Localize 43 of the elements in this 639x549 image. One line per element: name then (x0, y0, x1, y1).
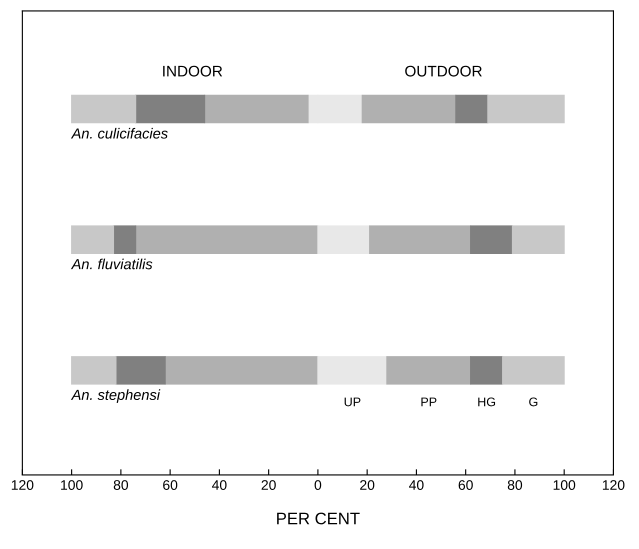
bar (204, 94, 309, 124)
bar (71, 225, 114, 254)
annotation: INDOOR (163, 66, 222, 77)
bar (502, 356, 565, 385)
annotation: OUTDOOR (405, 66, 482, 77)
bar (317, 356, 388, 385)
x-tick-label: 60 (163, 480, 178, 490)
bar (135, 225, 318, 254)
x-tick-label: 40 (212, 480, 227, 490)
bar (317, 225, 370, 254)
series-label: UP (344, 398, 360, 406)
x-tick-label: 0 (314, 480, 322, 490)
y-tick-label: An. stephensi (70, 389, 160, 403)
x-tick-label: 100 (554, 480, 576, 490)
x-tick-label: 20 (360, 480, 374, 490)
bar (115, 356, 166, 385)
series-label: HG (478, 397, 496, 406)
bar (135, 94, 206, 124)
x-tick-label: 120 (12, 480, 34, 490)
bar (71, 356, 117, 385)
x-tick-label: 120 (602, 480, 624, 490)
x-tick-label: 20 (262, 480, 276, 490)
x-tick-label: 80 (114, 480, 128, 490)
x-axis-title: PER CENT (277, 512, 360, 524)
x-tick-label: 100 (61, 480, 83, 490)
bar (71, 94, 136, 124)
bar (112, 225, 136, 254)
y-tick-label: An. fluviatilis (70, 258, 152, 270)
bar (386, 356, 472, 385)
y-tick-label: An. culicifacies (70, 128, 168, 139)
bar (512, 225, 565, 254)
series-label: PP (421, 398, 436, 406)
bar (470, 225, 514, 254)
x-tick-label: 60 (458, 480, 473, 490)
bar (470, 356, 504, 385)
bar (487, 94, 565, 124)
x-tick-label: 40 (409, 480, 424, 490)
bar (164, 356, 318, 385)
bar (369, 225, 472, 254)
x-tick-label: 80 (508, 480, 522, 490)
bar (362, 94, 456, 124)
series-label: G (529, 397, 538, 406)
bar (455, 94, 488, 124)
